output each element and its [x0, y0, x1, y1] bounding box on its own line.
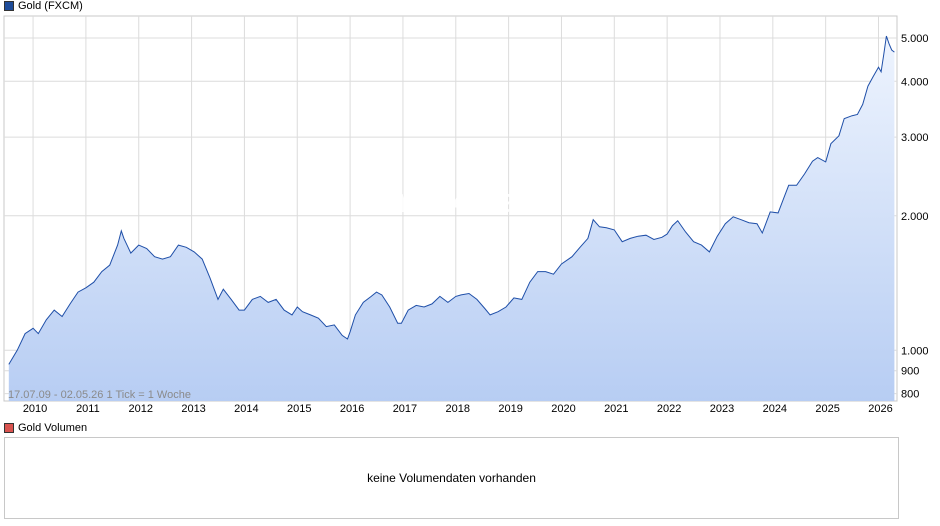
volume-legend: Gold Volumen: [4, 422, 87, 434]
y-tick-label: 2.000: [901, 211, 929, 223]
x-tick-label: 2026: [868, 403, 892, 415]
price-chart: ARIVA.DE 17.07.09 - 02.05.26 1 Tick = 1 …: [3, 15, 929, 415]
volume-panel: keine Volumendaten vorhanden: [4, 437, 899, 519]
x-tick-label: 2013: [181, 403, 205, 415]
y-tick-label: 1.000: [901, 345, 929, 357]
price-legend-label: Gold (FXCM): [18, 0, 83, 12]
x-tick-label: 2016: [340, 403, 364, 415]
price-line: [8, 35, 895, 365]
x-axis-labels: 2010 2011 2012 2013 2014 2015 2016 2017 2018 2019…: [23, 403, 893, 415]
volume-legend-swatch: [4, 423, 14, 433]
y-tick-label: 5.000: [901, 33, 929, 45]
volume-legend-label: Gold Volumen: [18, 422, 88, 434]
x-tick-label: 2019: [498, 403, 522, 415]
y-tick-label: 3.000: [901, 132, 929, 144]
price-area: [8, 36, 895, 401]
x-tick-label: 2011: [76, 403, 100, 415]
x-tick-label: 2020: [551, 403, 575, 415]
y-tick-label: 4.000: [901, 76, 929, 88]
price-legend-swatch: [4, 1, 14, 11]
x-tick-label: 2024: [763, 403, 787, 415]
y-axis-labels: 5.000 4.000 3.000 2.000 1.000 900 800: [901, 33, 929, 401]
x-tick-label: 2015: [287, 403, 311, 415]
date-range-label: 17.07.09 - 02.05.26 1 Tick = 1 Woche: [8, 389, 191, 401]
x-tick-label: 2014: [234, 403, 258, 415]
x-tick-label: 2012: [129, 403, 153, 415]
x-tick-label: 2018: [446, 403, 470, 415]
watermark: ARIVA.DE: [388, 188, 512, 218]
price-legend: Gold (FXCM): [4, 0, 83, 12]
x-tick-label: 2023: [710, 403, 734, 415]
volume-empty-message: keine Volumendaten vorhanden: [367, 471, 536, 485]
x-tick-label: 2022: [657, 403, 681, 415]
x-tick-label: 2021: [604, 403, 628, 415]
x-tick-label: 2010: [23, 403, 47, 415]
y-tick-label: 900: [901, 366, 919, 378]
x-tick-label: 2017: [393, 403, 417, 415]
x-tick-label: 2025: [815, 403, 839, 415]
y-tick-label: 800: [901, 389, 919, 401]
